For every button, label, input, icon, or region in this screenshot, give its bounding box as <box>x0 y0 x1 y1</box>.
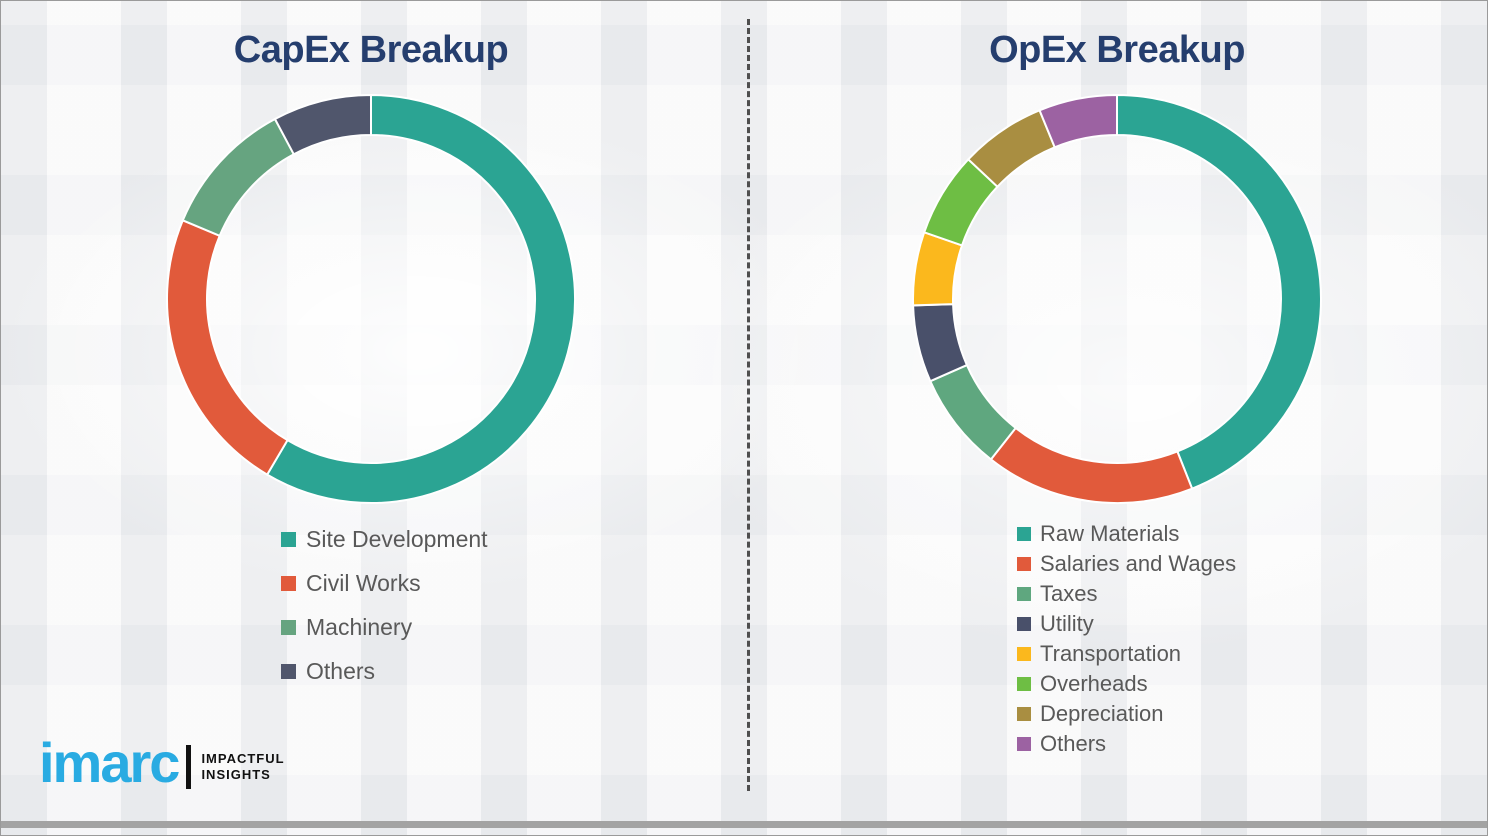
legend-label: Site Development <box>306 525 488 552</box>
opex-chart-title: OpEx Breakup <box>989 29 1245 71</box>
legend-item: Salaries and Wages <box>1017 549 1236 579</box>
legend-swatch-icon <box>1017 617 1031 631</box>
legend-label: Overheads <box>1040 671 1148 696</box>
legend-label: Others <box>1040 731 1107 756</box>
imarc-logo-tagline-line1: IMPACTFUL <box>201 750 285 766</box>
donut-segment-machinery <box>181 117 296 238</box>
legend-swatch-icon <box>1017 557 1031 571</box>
legend-item: Others <box>1017 729 1236 759</box>
legend-item: Raw Materials <box>1017 519 1236 549</box>
donut-segment-taxes <box>928 363 1018 461</box>
imarc-logo-tagline-line2: INSIGHTS <box>201 767 271 782</box>
donut-segment-others <box>273 93 372 156</box>
legend-swatch-icon <box>1017 707 1031 721</box>
imarc-logo: imarc IMPACTFUL INSIGHTS <box>39 735 285 795</box>
capex-donut-chart <box>166 93 577 504</box>
legend-item: Others <box>281 649 488 693</box>
legend-item: Taxes <box>1017 579 1236 609</box>
legend-swatch-icon <box>281 531 296 547</box>
donut-segment-salaries-and-wages <box>989 426 1194 504</box>
legend-item: Civil Works <box>281 561 488 605</box>
legend-label: Taxes <box>1040 581 1098 606</box>
legend-item: Transportation <box>1017 639 1236 669</box>
donut-segment-site-development <box>265 93 577 504</box>
legend-item: Overheads <box>1017 669 1236 699</box>
legend-swatch-icon <box>281 663 296 679</box>
legend-swatch-icon <box>281 575 296 591</box>
legend-swatch-icon <box>1017 587 1031 601</box>
legend-item: Machinery <box>281 605 488 649</box>
legend-label: Machinery <box>306 613 413 640</box>
capex-chart-title: CapEx Breakup <box>233 29 509 71</box>
imarc-logo-divider-bar <box>186 745 192 789</box>
bottom-separator-bar <box>1 821 1487 828</box>
legend-swatch-icon <box>1017 677 1031 691</box>
opex-legend: Raw Materials Salaries and Wages Taxes Util… <box>1017 519 1236 759</box>
legend-label: Salaries and Wages <box>1040 551 1237 576</box>
capex-legend: Site Development Civil Works Machinery Othe… <box>281 517 488 693</box>
legend-swatch-icon <box>1017 647 1031 661</box>
legend-label: Depreciation <box>1040 701 1164 726</box>
legend-swatch-icon <box>1017 527 1031 541</box>
legend-label: Raw Materials <box>1040 521 1180 546</box>
legend-label: Others <box>306 657 376 684</box>
donut-segment-others <box>1038 93 1118 149</box>
imarc-logo-wordmark: imarc <box>39 731 180 794</box>
legend-swatch-icon <box>1017 737 1031 751</box>
legend-label: Utility <box>1040 611 1094 636</box>
donut-segment-utility <box>912 303 969 383</box>
legend-swatch-icon <box>281 619 296 635</box>
donut-segment-raw-materials <box>1116 93 1322 490</box>
legend-item: Depreciation <box>1017 699 1236 729</box>
opex-donut-chart <box>912 93 1322 504</box>
donut-segment-civil-works <box>166 219 289 476</box>
legend-item: Site Development <box>281 517 488 561</box>
legend-item: Utility <box>1017 609 1236 639</box>
legend-label: Transportation <box>1040 641 1182 666</box>
imarc-logo-tagline: IMPACTFUL INSIGHTS <box>201 751 284 784</box>
vertical-dashed-divider <box>747 19 750 791</box>
legend-label: Civil Works <box>306 569 421 596</box>
